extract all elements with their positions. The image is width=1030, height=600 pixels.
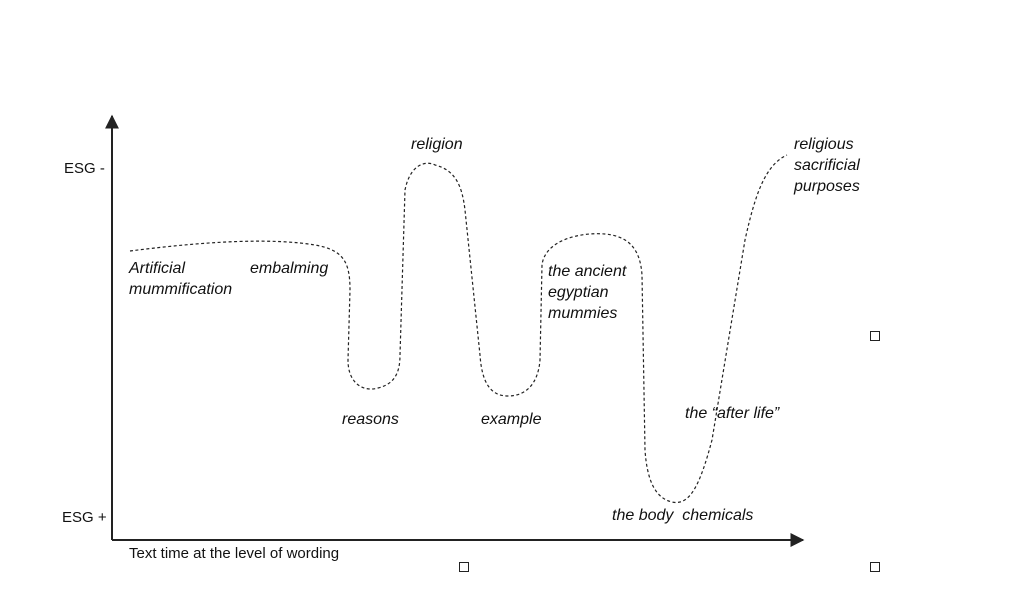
resize-handle-right-middle[interactable] [870,331,880,341]
y-axis-top-label: ESG - [64,160,105,177]
term-after-life: the “after life” [685,405,780,422]
resize-handle-bottom-middle[interactable] [459,562,469,572]
resize-handle-bottom-right[interactable] [870,562,880,572]
term-embalming: embalming [250,260,329,277]
term-reasons: reasons [342,411,399,428]
term-ancient-egyptian-mummies: the ancient egyptian mummies [548,263,627,322]
term-religious-sacrificial-purposes: religious sacrificial purposes [794,136,860,195]
x-axis-label: Text time at the level of wording [129,545,340,562]
term-example: example [481,411,542,428]
term-artificial-mummification: Artificial mummification [129,260,233,298]
term-religion: religion [411,136,463,153]
esg-curve [129,154,788,504]
y-axis-bottom-label: ESG + [62,509,107,526]
term-body-chemicals: the body chemicals [612,507,754,524]
